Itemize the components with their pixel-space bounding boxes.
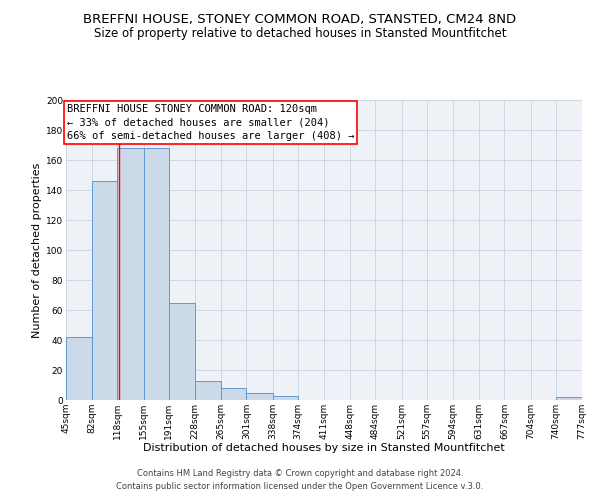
Bar xyxy=(556,397,582,400)
Bar xyxy=(118,148,143,400)
Text: BREFFNI HOUSE, STONEY COMMON ROAD, STANSTED, CM24 8ND: BREFFNI HOUSE, STONEY COMMON ROAD, STANS… xyxy=(83,12,517,26)
Bar xyxy=(143,148,169,400)
Text: BREFFNI HOUSE STONEY COMMON ROAD: 120sqm
← 33% of detached houses are smaller (2: BREFFNI HOUSE STONEY COMMON ROAD: 120sqm… xyxy=(67,104,354,141)
X-axis label: Distribution of detached houses by size in Stansted Mountfitchet: Distribution of detached houses by size … xyxy=(143,444,505,454)
Text: Size of property relative to detached houses in Stansted Mountfitchet: Size of property relative to detached ho… xyxy=(94,28,506,40)
Bar xyxy=(195,380,221,400)
Bar xyxy=(221,388,247,400)
Bar xyxy=(92,181,118,400)
Text: Contains public sector information licensed under the Open Government Licence v.: Contains public sector information licen… xyxy=(116,482,484,491)
Bar xyxy=(169,302,195,400)
Bar xyxy=(66,337,92,400)
Text: Contains HM Land Registry data © Crown copyright and database right 2024.: Contains HM Land Registry data © Crown c… xyxy=(137,468,463,477)
Y-axis label: Number of detached properties: Number of detached properties xyxy=(32,162,42,338)
Bar xyxy=(272,396,298,400)
Bar xyxy=(247,392,272,400)
